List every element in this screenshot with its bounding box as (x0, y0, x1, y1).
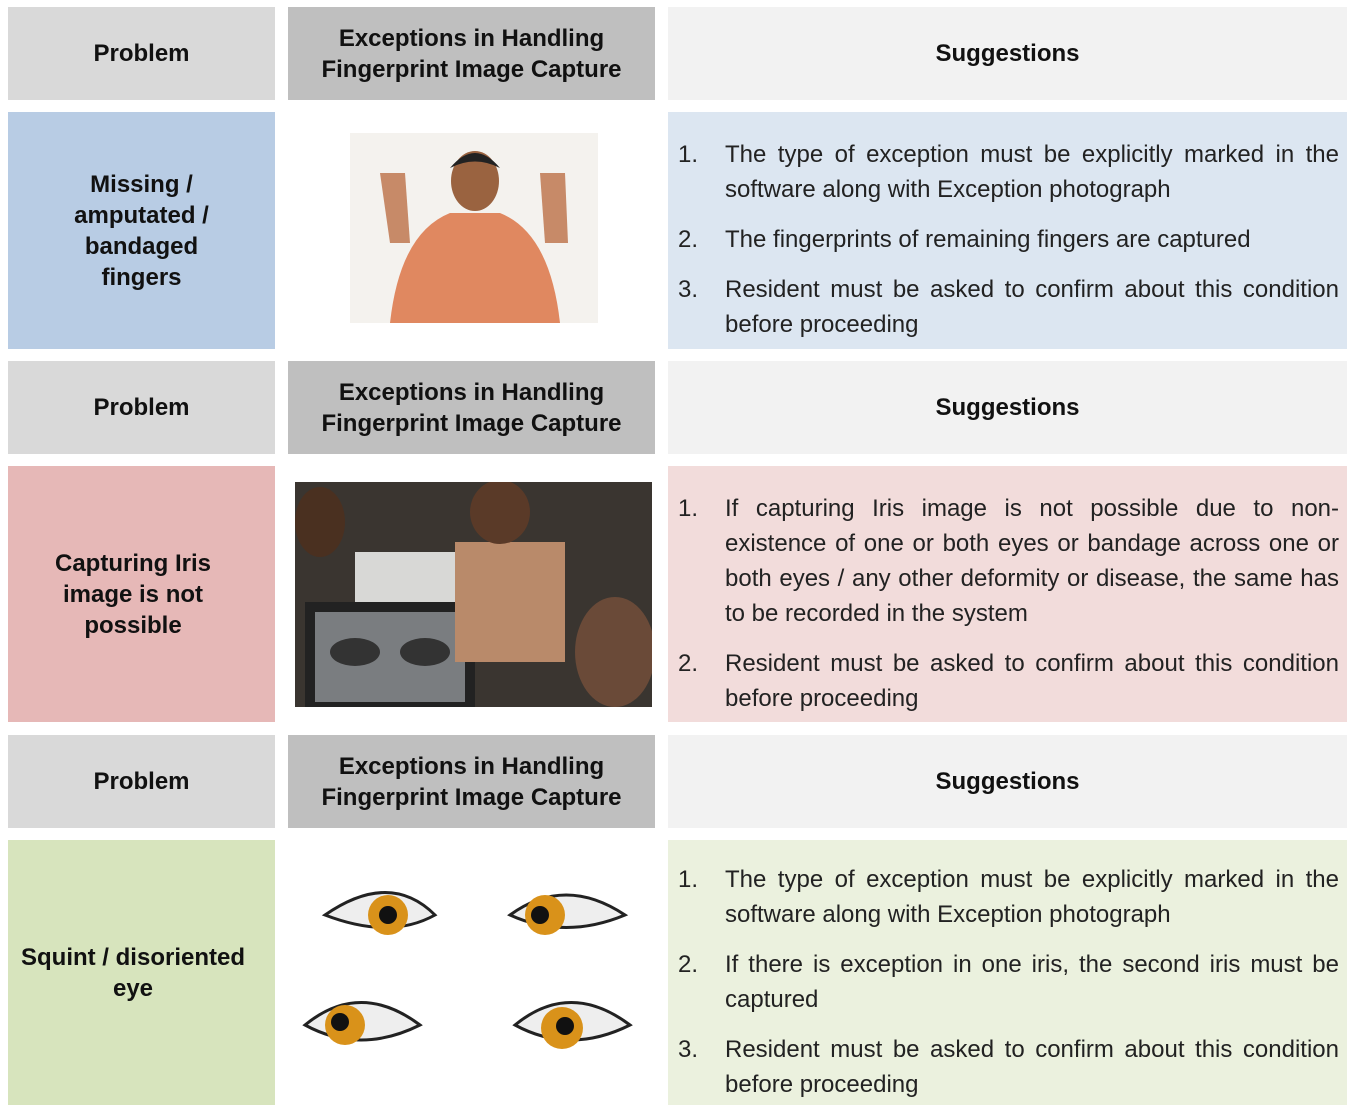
problem-text: Capturing Iris image is not possible (54, 549, 211, 639)
photo-iris-capture (295, 482, 652, 707)
header-exceptions: Exceptions in Handling Fingerprint Image… (288, 361, 655, 454)
header-suggestions: Suggestions (668, 735, 1347, 828)
suggestions-cell: 1. The type of exception must be explicit… (668, 840, 1347, 1105)
suggestion-item: 1. If capturing Iris image is not possibl… (678, 491, 1339, 631)
header-problem: Problem (8, 7, 275, 100)
header-problem: Problem (8, 361, 275, 454)
suggestion-number: 3. (678, 1035, 699, 1063)
suggestion-item: 3. Resident must be asked to confirm abou… (678, 1032, 1339, 1102)
problem-cell: Squint / disoriented eye (8, 840, 275, 1105)
suggestion-text: The fingerprints of remaining fingers ar… (725, 226, 1251, 253)
header-suggestions: Suggestions (668, 7, 1347, 100)
suggestion-item: 1. The type of exception must be explicit… (678, 862, 1339, 932)
suggestions-cell: 1. If capturing Iris image is not possibl… (668, 466, 1347, 722)
problem-cell: Capturing Iris image is not possible (8, 466, 275, 722)
suggestion-number: 1. (678, 494, 699, 522)
suggestion-number: 2. (678, 950, 699, 978)
suggestion-item: 3. Resident must be asked to confirm abou… (678, 272, 1339, 342)
problem-cell: Missing / amputated / bandaged fingers (8, 112, 275, 349)
photo-missing-fingers (350, 133, 598, 323)
suggestion-number: 2. (678, 649, 699, 677)
header-problem: Problem (8, 735, 275, 828)
suggestion-number: 1. (678, 141, 699, 168)
suggestion-text: The type of exception must be explicitly… (725, 865, 1339, 928)
suggestion-number: 3. (678, 276, 699, 303)
suggestion-item: 2. Resident must be asked to confirm abou… (678, 646, 1339, 716)
problem-text: Missing / amputated / bandaged fingers (74, 170, 209, 291)
header-exceptions: Exceptions in Handling Fingerprint Image… (288, 735, 655, 828)
photo-squint-eyes (300, 870, 635, 1080)
suggestion-number: 2. (678, 226, 699, 253)
problem-text: Squint / disoriented eye (20, 943, 245, 1002)
suggestion-text: Resident must be asked to confirm about … (725, 276, 1339, 338)
suggestions-cell: 1. The type of exception must be explicit… (668, 112, 1347, 349)
suggestion-number: 1. (678, 865, 699, 893)
header-suggestions: Suggestions (668, 361, 1347, 454)
suggestion-item: 1. The type of exception must be explicit… (678, 137, 1339, 207)
suggestion-item: 2. The fingerprints of remaining fingers … (678, 222, 1339, 257)
suggestion-text: Resident must be asked to confirm about … (725, 649, 1339, 712)
suggestion-text: If capturing Iris image is not possible … (725, 494, 1339, 627)
suggestion-text: If there is exception in one iris, the s… (725, 950, 1339, 1013)
suggestion-text: The type of exception must be explicitly… (725, 141, 1339, 203)
suggestion-text: Resident must be asked to confirm about … (725, 1035, 1339, 1098)
header-exceptions: Exceptions in Handling Fingerprint Image… (288, 7, 655, 100)
suggestion-item: 2. If there is exception in one iris, the… (678, 947, 1339, 1017)
